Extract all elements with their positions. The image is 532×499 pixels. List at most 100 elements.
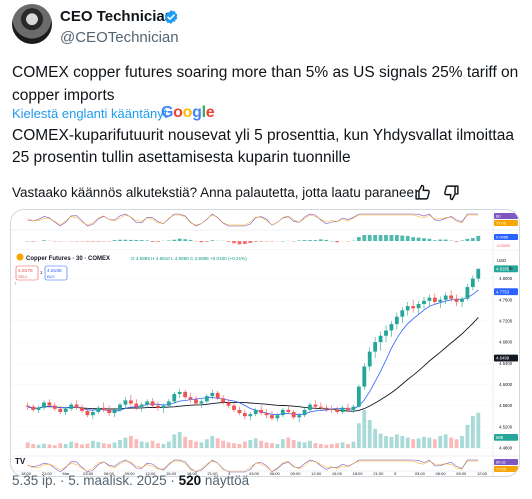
macd-bar (356, 237, 361, 241)
macd-bar (476, 235, 481, 241)
volume-bar (308, 440, 312, 448)
macd-bar (465, 238, 470, 241)
volume-bar (134, 439, 139, 448)
verified-badge-icon (164, 10, 178, 24)
macd-bar (166, 240, 171, 241)
volume-bar (204, 439, 209, 448)
macd-bar (302, 240, 307, 241)
author-name[interactable]: CEO Technician (60, 8, 174, 25)
price-tick-label: 4.6800 (499, 340, 513, 345)
volume-bar (123, 437, 128, 448)
candle-body (362, 366, 367, 387)
macd-bar (118, 239, 122, 241)
volume-bar (280, 439, 285, 448)
post-time[interactable]: 5.35 ip. (12, 473, 57, 488)
author-handle[interactable]: @CEOTechnician (60, 29, 179, 46)
volume-tag: 688 (496, 435, 504, 440)
candle-body (411, 306, 416, 309)
translated-text: COMEX-kuparifutuurit nousevat yli 5 pros… (12, 127, 514, 166)
macd-bar (470, 238, 475, 241)
volume-bar (58, 443, 63, 448)
bottom-indicator-tag: 77.09 (496, 467, 507, 472)
volume-bar (69, 441, 74, 448)
candle-body (199, 401, 204, 404)
candle-body (340, 407, 345, 412)
time-axis-label: 12:00 (311, 471, 322, 476)
order-quantity: 1 (40, 270, 43, 275)
candle-body (74, 404, 79, 408)
candle-body (69, 404, 74, 409)
candle-body (465, 287, 470, 299)
candle-body (177, 391, 182, 394)
last-price-tag-bg (494, 265, 518, 273)
volume-bar (318, 444, 323, 448)
macd-bar (128, 239, 133, 241)
macd-bar (253, 241, 258, 242)
volume-bar (188, 440, 193, 448)
volume-bar (356, 423, 361, 448)
volume-bar (351, 441, 356, 448)
candle-body (226, 402, 231, 406)
price-tick-label: 4.8000 (499, 276, 513, 281)
candle-body (280, 409, 285, 416)
candle-body (259, 409, 264, 414)
candle-body (221, 398, 226, 403)
volume-bar (177, 432, 182, 448)
macd-bar (134, 239, 139, 241)
buy-button[interactable] (44, 265, 68, 281)
macd-bar (308, 240, 312, 241)
volume-bar (194, 441, 198, 448)
volume-bar (145, 442, 150, 448)
time-axis-label: 03:00 (83, 471, 94, 476)
thumbs-up-icon[interactable] (414, 184, 431, 201)
price-tick-label: 4.5200 (499, 424, 513, 429)
sell-button[interactable] (15, 265, 39, 281)
macd-bar (378, 235, 383, 241)
candle-body (470, 278, 475, 288)
candle-body (58, 408, 63, 412)
translated-by-link[interactable]: Kielestä englanti kääntänyt (12, 106, 168, 121)
chart-image[interactable]: 4.8000 4.7600 4.7200 4.6800 4.6400 4.6000 4.56… (10, 209, 520, 477)
tweet-meta: 5.35 ip. · 5. maalisk. 2025 · 520 näyttö… (12, 473, 250, 488)
time-axis: 18:00 21:00 Mar 03:00 06:00 09:00 12:00 15:00 18… (11, 470, 493, 476)
volume-bar (128, 436, 133, 448)
currency-label: USD (497, 258, 506, 263)
candle-body (356, 386, 361, 407)
avatar[interactable] (12, 4, 52, 44)
candle-body (432, 297, 437, 302)
macd-bar (123, 239, 128, 241)
bottom-indicator-panel (11, 210, 519, 476)
price-tick-label: 4.5600 (499, 403, 513, 408)
candle-body (427, 297, 432, 301)
volume-bar (394, 434, 399, 448)
volume-bar (264, 442, 269, 448)
candle-body (242, 413, 247, 417)
macd-bar (96, 241, 101, 242)
candle-body (156, 405, 160, 408)
price-axis: 4.8000 4.7600 4.7200 4.6800 4.6400 4.6000 4.56… (494, 213, 518, 472)
thumbs-down-icon[interactable] (443, 184, 460, 201)
top-indicator-tag: 80 (496, 214, 501, 219)
views-label: näyttöä (201, 473, 250, 488)
bottom-indicator-tag: 80.31 (496, 460, 507, 465)
candle-body (367, 351, 372, 367)
volume-bar (422, 436, 426, 448)
volume-bar (63, 444, 68, 448)
post-date[interactable]: 5. maalisk. 2025 (68, 473, 167, 488)
macd-bar (335, 241, 340, 243)
candle-body (460, 298, 464, 302)
price-tick-label: 4.6000 (499, 382, 513, 387)
macd-bar (226, 241, 231, 242)
candle-body (329, 408, 334, 410)
macd-bar (183, 239, 188, 241)
time-axis-label: Mar (62, 471, 70, 476)
volume-bar (346, 444, 350, 448)
volume-bar (242, 441, 247, 448)
macd-bar (259, 241, 264, 242)
copper-futures-chart: 4.8000 4.7600 4.7200 4.6800 4.6400 4.6000 4.56… (11, 210, 519, 476)
volume-bar (438, 436, 443, 448)
price-tick-label: 4.4800 (499, 446, 513, 451)
macd-bar (42, 240, 46, 241)
symbol-title: Copper Futures · 30 · COMEX (26, 256, 110, 262)
ohlc-readout: O 4.5865 H 4.5910 L 4.5860 C 4.5885 +0.0… (131, 256, 247, 261)
